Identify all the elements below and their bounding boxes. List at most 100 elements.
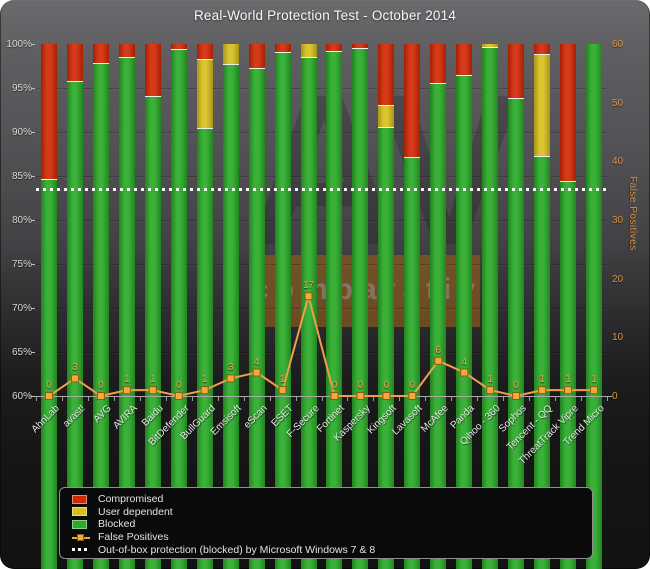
fp-value-label: 4 — [461, 356, 468, 368]
bar-segment-separator — [482, 46, 499, 48]
bar-segment-separator — [248, 67, 265, 69]
bar-segment-user-dependent — [378, 104, 395, 127]
bar-Qihoo - 360 — [482, 44, 499, 569]
legend-swatch-icon — [72, 519, 90, 529]
bar-segment-separator — [66, 80, 83, 82]
fp-value-label: 1 — [539, 374, 545, 386]
bar-segment-compromised — [352, 44, 369, 49]
bar-segment-compromised — [404, 44, 421, 157]
bar-segment-blocked — [66, 80, 83, 569]
bar-segment-compromised — [326, 44, 343, 52]
bar-segment-blocked — [560, 181, 577, 569]
left-axis-tick-label: 85% — [11, 171, 32, 182]
gridline — [36, 132, 607, 133]
fp-marker — [148, 386, 157, 395]
bar-segment-separator — [352, 48, 369, 50]
x-axis-tick — [139, 397, 141, 401]
x-axis-tick — [529, 397, 531, 401]
bar-segment-separator — [326, 51, 343, 53]
right-axis-title: False Positives — [627, 176, 638, 251]
left-axis-tick-mark — [31, 176, 35, 177]
false-positives-icon — [72, 533, 90, 542]
bar-segment-blocked — [508, 97, 525, 569]
bar-segment-user-dependent — [300, 44, 317, 58]
legend-label: False Positives — [98, 531, 169, 544]
bar-segment-blocked — [430, 82, 447, 569]
bar-segment-separator — [430, 82, 447, 84]
bar-Tencent - QQ — [534, 44, 551, 569]
false-positives-line — [44, 292, 599, 400]
bar-segment-compromised — [92, 44, 109, 64]
fp-marker — [538, 386, 547, 395]
bar-segment-blocked — [196, 127, 213, 569]
bar-segment-blocked — [300, 57, 317, 569]
line-marker-icon — [72, 533, 90, 542]
fp-value-label: 1 — [201, 374, 208, 386]
fp-value-label: 6 — [435, 344, 442, 356]
gridline — [36, 352, 607, 353]
bar-segment-compromised — [40, 44, 57, 179]
fp-marker — [564, 386, 573, 395]
x-axis-tick — [165, 397, 167, 401]
bar-segment-compromised — [274, 44, 291, 52]
bar-segment-separator — [118, 57, 135, 59]
fp-marker — [512, 392, 521, 400]
bar-segment-separator — [378, 126, 395, 128]
left-axis-tick-mark — [31, 308, 35, 309]
x-axis-tick — [191, 397, 193, 401]
fp-value-label: 0 — [409, 380, 416, 391]
bar-segment-separator — [534, 155, 551, 157]
legend-item: Compromised — [72, 493, 580, 506]
gridline — [36, 308, 607, 309]
bar-segment-compromised — [378, 44, 395, 105]
gridline — [36, 176, 607, 177]
x-axis-tick — [269, 397, 271, 401]
bar-segment-blocked — [40, 178, 57, 569]
bar-segment-blocked — [352, 48, 369, 569]
legend-item: Out-of-box protection (blocked) by Micro… — [72, 543, 580, 556]
bar-segment-separator — [196, 58, 213, 60]
chart-title: Real-World Protection Test - October 201… — [193, 8, 457, 23]
left-axis-tick-label: 80% — [11, 215, 32, 226]
right-axis-tick-label: 10 — [612, 332, 624, 344]
color-swatch — [72, 494, 87, 504]
fp-value-label: 0 — [98, 380, 104, 391]
fp-marker — [330, 392, 339, 400]
right-axis-tick-label: 30 — [612, 215, 624, 226]
bar-segment-blocked — [456, 74, 473, 569]
left-axis-tick-label: 95% — [11, 83, 32, 94]
bar-Baidu — [144, 44, 161, 569]
bar-segment-separator — [170, 49, 187, 51]
legend-label: User dependent — [98, 505, 173, 518]
bar-Fortinet — [326, 44, 343, 569]
gridline — [36, 220, 607, 221]
bar-segment-separator — [40, 178, 57, 180]
fp-marker — [382, 392, 391, 400]
bar-BullGuard — [196, 44, 213, 569]
left-axis-tick-mark — [31, 44, 35, 45]
x-axis-tick — [295, 397, 297, 401]
bar-segment-compromised — [456, 44, 473, 75]
right-axis-tick-label: 40 — [612, 156, 624, 168]
fp-marker — [408, 392, 417, 400]
fp-value-label: 0 — [357, 380, 364, 391]
fp-marker — [122, 386, 131, 395]
legend-item: User dependent — [72, 506, 580, 519]
x-axis-line — [30, 396, 612, 397]
bar-ESET — [274, 44, 291, 569]
x-axis-tick — [87, 397, 89, 401]
bar-segment-blocked — [248, 67, 265, 569]
right-axis-tick-label: 50 — [612, 97, 624, 109]
bar-segment-separator — [560, 181, 577, 183]
microsoft-baseline-dotted-line — [36, 188, 607, 192]
fp-marker-glyph — [77, 533, 84, 541]
fp-value-label: 1 — [150, 374, 156, 386]
bar-segment-blocked — [326, 51, 343, 569]
bar-McAfee — [430, 44, 447, 569]
bar-segment-user-dependent — [482, 44, 499, 47]
right-axis-tick-label: 60 — [612, 39, 624, 50]
bar-segment-user-dependent — [534, 53, 551, 156]
bar-F-Secure — [300, 44, 317, 569]
bar-AhnLab — [40, 44, 57, 569]
